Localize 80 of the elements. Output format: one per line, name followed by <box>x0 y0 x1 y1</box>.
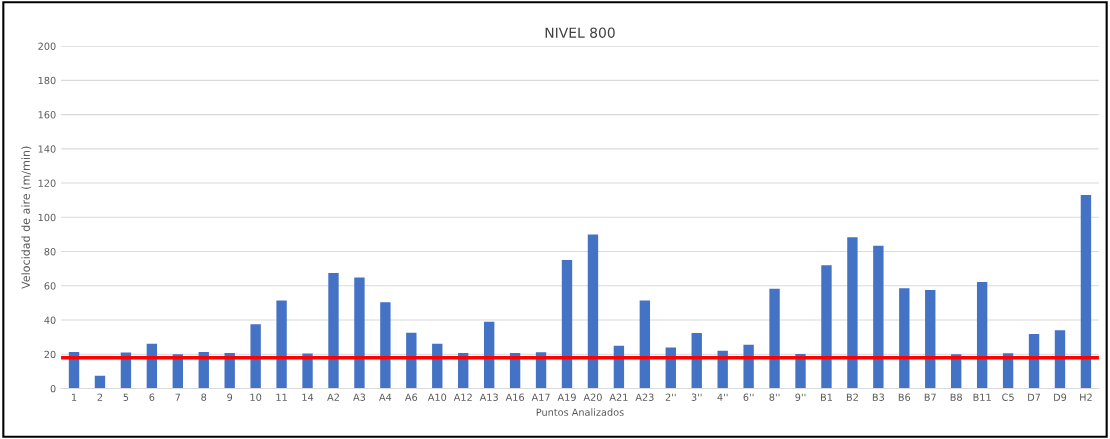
bar <box>276 300 287 389</box>
bar <box>847 237 858 389</box>
x-tick-label: B8 <box>950 393 962 401</box>
bar <box>873 245 884 389</box>
x-tick-label: C5 <box>1002 393 1014 401</box>
x-tick-label: A2 <box>327 393 339 401</box>
x-tick-label: A16 <box>505 393 525 401</box>
x-tick-label: 9 <box>227 393 233 401</box>
bar <box>587 234 599 389</box>
y-tick-label: 120 <box>38 179 56 187</box>
x-tick-label: A21 <box>609 393 628 401</box>
bar <box>743 344 754 389</box>
x-tick-label: 7 <box>175 393 181 401</box>
x-tick-label: A4 <box>379 393 392 401</box>
y-tick-label: 160 <box>38 111 56 119</box>
bar <box>483 321 495 389</box>
x-tick-label: A17 <box>531 393 550 401</box>
x-tick-label: 3'' <box>691 393 702 401</box>
x-tick-label: B3 <box>872 393 885 401</box>
x-tick-label: 11 <box>276 393 287 401</box>
bar <box>925 289 936 389</box>
x-tick-label: 4'' <box>717 393 728 401</box>
y-tick-label: 80 <box>44 248 56 256</box>
bar <box>561 260 573 389</box>
bar <box>639 300 651 389</box>
bar <box>1080 195 1092 389</box>
x-tick-label: D9 <box>1054 393 1067 401</box>
x-tick-label: B11 <box>973 393 991 401</box>
bar <box>821 265 832 389</box>
x-tick-label: 2'' <box>665 393 676 401</box>
x-tick-label: B1 <box>820 393 832 401</box>
x-tick-label: A20 <box>583 393 602 401</box>
y-axis-title: Velocidad de aire (m/min) <box>21 146 32 289</box>
x-tick-label: A13 <box>479 393 498 401</box>
bar <box>302 353 313 389</box>
x-tick-label: D7 <box>1028 393 1041 401</box>
x-tick-label: B7 <box>924 393 936 401</box>
bar <box>717 350 728 389</box>
x-tick-label: A23 <box>635 393 654 401</box>
x-tick-label: H2 <box>1080 393 1092 401</box>
x-tick-label: 9'' <box>795 393 806 401</box>
chart-title: NIVEL 800 <box>545 27 615 38</box>
x-tick-label: 2 <box>97 393 103 401</box>
x-tick-label: 1 <box>72 393 77 401</box>
x-tick-label: A12 <box>453 393 472 401</box>
bar <box>406 332 417 389</box>
bar <box>795 353 806 389</box>
bar <box>976 282 988 389</box>
y-tick-label: 0 <box>50 384 56 393</box>
y-tick-label: 40 <box>44 316 56 324</box>
bar <box>250 324 261 389</box>
y-tick-label: 180 <box>38 76 56 85</box>
y-tick-label: 200 <box>38 42 56 50</box>
x-tick-label: 6 <box>149 393 155 401</box>
x-tick-label: A10 <box>427 393 447 401</box>
x-tick-label: A19 <box>557 393 576 401</box>
x-tick-label: 6'' <box>743 393 754 401</box>
bar <box>94 375 106 389</box>
x-tick-label: A6 <box>404 393 418 401</box>
bar <box>328 273 339 389</box>
bar <box>1054 330 1066 389</box>
x-tick-label: 5 <box>123 393 129 401</box>
bar <box>769 288 780 389</box>
y-tick-label: 140 <box>38 145 56 153</box>
y-tick-label: 60 <box>44 282 56 290</box>
x-axis-title: Puntos Analizados <box>536 408 624 416</box>
x-tick-label: 8'' <box>769 393 780 401</box>
y-tick-label: 20 <box>44 350 56 359</box>
x-tick-label: A3 <box>353 393 366 401</box>
x-tick-label: B2 <box>846 393 858 401</box>
bar <box>354 277 365 389</box>
bar <box>691 333 702 389</box>
x-tick-label: B6 <box>898 393 911 401</box>
y-tick-label: 100 <box>38 213 56 222</box>
bar <box>1028 334 1040 389</box>
x-tick-label: 10 <box>250 393 262 401</box>
x-tick-label: 8 <box>201 393 207 401</box>
bar <box>899 288 910 389</box>
bar <box>380 302 391 389</box>
x-tick-label: 14 <box>302 393 314 401</box>
